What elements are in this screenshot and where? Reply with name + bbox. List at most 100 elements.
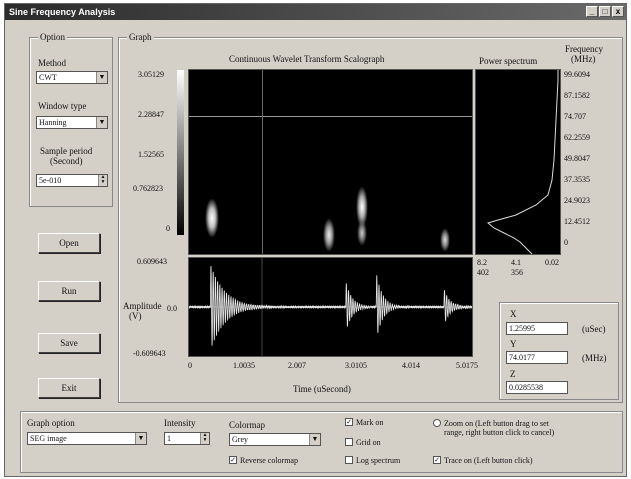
minimize-button[interactable]: _ bbox=[586, 6, 598, 17]
power-tick: 4.1 bbox=[511, 258, 521, 267]
x-readout-unit: (uSec) bbox=[582, 324, 606, 334]
checkmark-icon[interactable]: ✓ bbox=[229, 456, 237, 464]
colormap-select[interactable]: Grey ▼ bbox=[229, 433, 321, 446]
window-type-value: Hanning bbox=[39, 118, 67, 127]
x-readout-label: X bbox=[510, 309, 517, 319]
frequency-unit: (MHz) bbox=[571, 54, 596, 64]
run-button[interactable]: Run bbox=[38, 281, 100, 301]
method-select[interactable]: CWT ▼ bbox=[36, 71, 108, 84]
method-label: Method bbox=[38, 58, 66, 68]
amplitude-tick: 0.609643 bbox=[137, 257, 167, 266]
colormap-label: Colormap bbox=[229, 420, 265, 430]
zoom-on-label: Zoom on (Left button drag to set range, r… bbox=[444, 419, 554, 437]
frequency-tick: 37.3535 bbox=[564, 175, 590, 184]
spin-arrows-icon[interactable]: ▲ ▼ bbox=[98, 175, 107, 186]
amplitude-label: Amplitude bbox=[123, 301, 162, 311]
energy-blob bbox=[440, 228, 450, 252]
exit-button[interactable]: Exit bbox=[38, 378, 100, 398]
frequency-tick: 87.1582 bbox=[564, 91, 590, 100]
option-group: Option Method CWT ▼ Window type Hanning … bbox=[29, 32, 113, 207]
sample-period-unit: (Second) bbox=[50, 156, 83, 166]
trace-on-label: Trace on (Left button click) bbox=[444, 456, 533, 465]
trace-on-checkbox[interactable]: ✓ Trace on (Left button click) bbox=[433, 456, 533, 465]
power-spectrum-title: Power spectrum bbox=[479, 56, 538, 66]
checkmark-icon[interactable]: ✓ bbox=[345, 418, 353, 426]
chevron-down-icon[interactable]: ▼ bbox=[96, 72, 107, 83]
time-tick: 3.0105 bbox=[345, 361, 367, 370]
bottom-options-group: Graph option SEG image ▼ Intensity 1 ▲ ▼ … bbox=[20, 411, 623, 473]
time-tick: 4.014 bbox=[402, 361, 420, 370]
colorbar-tick: 2.28847 bbox=[138, 110, 164, 119]
chevron-down-icon[interactable]: ▼ bbox=[135, 433, 146, 444]
time-axis-label: Time (uSecond) bbox=[293, 384, 351, 394]
colormap-value: Grey bbox=[232, 435, 248, 444]
y-readout-label: Y bbox=[510, 339, 517, 349]
time-tick: 1.0035 bbox=[233, 361, 255, 370]
window-type-label: Window type bbox=[38, 101, 87, 111]
grid-on-label: Grid on bbox=[356, 438, 381, 447]
grid-on-checkbox[interactable]: Grid on bbox=[345, 438, 381, 447]
time-tick: 0 bbox=[188, 361, 192, 370]
power-spectrum-plot[interactable] bbox=[475, 69, 561, 255]
frequency-tick: 24.9023 bbox=[564, 196, 590, 205]
frequency-tick: 12.4512 bbox=[564, 217, 590, 226]
z-readout-value: 0.0285538 bbox=[509, 383, 543, 392]
energy-blob bbox=[205, 198, 219, 238]
open-button[interactable]: Open bbox=[38, 233, 100, 253]
main-window: Sine Frequency Analysis _ □ x Option Met… bbox=[4, 3, 627, 477]
waveform-signal bbox=[188, 258, 473, 356]
mark-on-checkbox[interactable]: ✓ Mark on bbox=[345, 418, 383, 427]
colorbar-tick: 3.05129 bbox=[138, 70, 164, 79]
graph-option-label: Graph option bbox=[27, 418, 75, 428]
trace-horizontal-line bbox=[189, 116, 472, 117]
colorbar-tick: 1.52565 bbox=[138, 150, 164, 159]
x-readout-field[interactable]: 1.25995 bbox=[506, 322, 568, 335]
y-readout-field[interactable]: 74.0177 bbox=[506, 351, 568, 364]
chevron-down-icon[interactable]: ▼ bbox=[309, 434, 320, 445]
save-button[interactable]: Save bbox=[38, 333, 100, 353]
power-tick: 402 bbox=[477, 268, 489, 277]
z-readout-field[interactable]: 0.0285538 bbox=[506, 381, 568, 394]
window-title: Sine Frequency Analysis bbox=[9, 7, 116, 17]
maximize-button[interactable]: □ bbox=[599, 6, 611, 17]
reverse-colormap-label: Reverse colormap bbox=[240, 456, 298, 465]
zoom-on-radio[interactable]: Zoom on (Left button drag to set range, r… bbox=[433, 419, 554, 437]
power-spectrum-curve bbox=[486, 70, 559, 255]
trace-vertical-line bbox=[262, 70, 263, 254]
y-readout-unit: (MHz) bbox=[582, 353, 607, 363]
power-tick: 356 bbox=[511, 268, 523, 277]
frequency-tick: 49.8047 bbox=[564, 154, 590, 163]
power-tick: 8.2 bbox=[477, 258, 487, 267]
window-type-select[interactable]: Hanning ▼ bbox=[36, 116, 108, 129]
time-tick: 5.0175 bbox=[456, 361, 478, 370]
x-readout-value: 1.25995 bbox=[509, 324, 535, 333]
cursor-readout-panel: X 1.25995 (uSec) Y 74.0177 (MHz) Z 0.028… bbox=[499, 302, 619, 400]
checkbox-empty-icon[interactable] bbox=[345, 456, 353, 464]
amplitude-unit: (V) bbox=[129, 311, 142, 321]
y-readout-value: 74.0177 bbox=[509, 353, 535, 362]
intensity-input[interactable]: 1 ▲ ▼ bbox=[164, 432, 210, 445]
checkbox-empty-icon[interactable] bbox=[345, 438, 353, 446]
reverse-colormap-checkbox[interactable]: ✓ Reverse colormap bbox=[229, 456, 298, 465]
chevron-down-icon[interactable]: ▼ bbox=[96, 117, 107, 128]
log-spectrum-checkbox[interactable]: Log spectrum bbox=[345, 456, 400, 465]
checkmark-icon[interactable]: ✓ bbox=[433, 456, 441, 464]
graph-option-select[interactable]: SEG image ▼ bbox=[27, 432, 147, 445]
sample-period-value: 5e-010 bbox=[39, 176, 62, 185]
title-bar[interactable]: Sine Frequency Analysis _ □ x bbox=[5, 4, 626, 20]
spin-arrows-icon[interactable]: ▲ ▼ bbox=[200, 433, 209, 444]
graph-group: Graph bbox=[118, 32, 623, 403]
scalograph-title: Continuous Wavelet Transform Scalograph bbox=[229, 54, 385, 64]
zoom-on-label-line2: range, right button click to cancel) bbox=[444, 428, 555, 437]
close-button[interactable]: x bbox=[612, 6, 624, 17]
frequency-tick: 99.6094 bbox=[564, 70, 590, 79]
frequency-tick: 62.2559 bbox=[564, 133, 590, 142]
sample-period-input[interactable]: 5e-010 ▲ ▼ bbox=[36, 174, 108, 187]
z-readout-label: Z bbox=[510, 369, 516, 379]
radio-icon[interactable] bbox=[433, 419, 441, 427]
sample-period-label: Sample period bbox=[40, 146, 93, 156]
waveform-plot[interactable] bbox=[188, 257, 473, 357]
mark-on-label: Mark on bbox=[356, 418, 384, 427]
log-spectrum-label: Log spectrum bbox=[356, 456, 401, 465]
scalogram-plot[interactable] bbox=[188, 69, 473, 255]
